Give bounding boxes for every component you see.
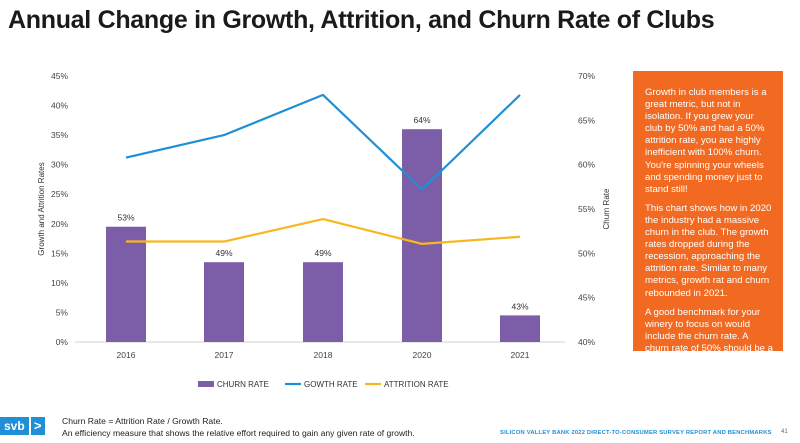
churn-bar-label: 43%: [511, 301, 528, 311]
x-tick-label: 2021: [511, 350, 530, 360]
churn-bar: [303, 262, 343, 342]
legend: CHURN RATE GOWTH RATE ATTRITION RATE: [198, 380, 449, 389]
right-tick-label: 60%: [578, 160, 595, 170]
commentary-paragraph-2: This chart shows how in 2020 the industr…: [645, 202, 772, 299]
left-tick-label: 35%: [51, 130, 68, 140]
legend-label: ATTRITION RATE: [384, 380, 449, 389]
footnote-line-1: Churn Rate = Attrition Rate / Growth Rat…: [62, 416, 223, 426]
commentary-paragraph-3: A good benchmark for your winery to focu…: [645, 306, 774, 366]
x-tick-label: 2020: [413, 350, 432, 360]
right-tick-label: 70%: [578, 71, 595, 81]
report-title: SILICON VALLEY BANK 2022 DIRECT-TO-CONSU…: [500, 430, 772, 436]
churn-bar-label: 53%: [117, 213, 134, 223]
left-tick-label: 5%: [56, 307, 69, 317]
churn-bar: [500, 315, 540, 342]
legend-swatch-churn: [198, 381, 214, 387]
churn-bar-label: 64%: [413, 115, 430, 125]
right-tick-label: 40%: [578, 337, 595, 347]
x-tick-label: 2018: [314, 350, 333, 360]
churn-bar-label: 49%: [215, 248, 232, 258]
axes: 0% 5% 10% 15% 20% 25% 30% 35% 40% 45% 40% 45% 50% 55%…: [37, 71, 611, 360]
x-tick-label: 2017: [215, 350, 234, 360]
left-tick-label: 25%: [51, 189, 68, 199]
commentary-panel: Growth in club members is a great metric…: [633, 71, 783, 366]
page-number: 41: [781, 429, 788, 435]
left-axis-title: Growth and Attrition Rates: [37, 162, 46, 255]
attrition-rate-line: [126, 217, 521, 245]
svb-logo: svb >: [0, 415, 50, 437]
growth-rate-line: [125, 93, 521, 191]
right-axis-title: Churn Rate: [602, 188, 611, 229]
right-tick-label: 55%: [578, 204, 595, 214]
churn-bar: [402, 129, 442, 342]
churn-bar: [204, 262, 244, 342]
lines: [125, 93, 521, 245]
churn-bar: [106, 226, 146, 342]
churn-bar-label: 49%: [314, 248, 331, 258]
right-tick-label: 65%: [578, 115, 595, 125]
left-tick-label: 10%: [51, 278, 68, 288]
left-tick-label: 45%: [51, 71, 68, 81]
page-title: Annual Change in Growth, Attrition, and …: [8, 6, 715, 34]
legend-label: CHURN RATE: [217, 380, 269, 389]
right-tick-label: 45%: [578, 293, 595, 303]
left-tick-label: 40%: [51, 101, 68, 111]
combo-chart: 0% 5% 10% 15% 20% 25% 30% 35% 40% 45% 40% 45% 50% 55%…: [37, 71, 611, 389]
left-tick-label: 15%: [51, 248, 68, 258]
labels: 53% 49% 49% 64% 43%: [117, 115, 528, 311]
svb-logo-text: svb: [0, 417, 29, 435]
bars: [106, 129, 540, 342]
left-tick-label: 0%: [56, 337, 69, 347]
x-tick-label: 2016: [117, 350, 136, 360]
legend-label: GOWTH RATE: [304, 380, 358, 389]
left-tick-label: 20%: [51, 219, 68, 229]
left-tick-label: 30%: [51, 160, 68, 170]
chevron-right-icon: >: [30, 417, 45, 435]
commentary-paragraph-1: Growth in club members is a great metric…: [645, 87, 767, 195]
footnote: Churn Rate = Attrition Rate / Growth Rat…: [62, 415, 415, 439]
footnote-line-2: An efficiency measure that shows the rel…: [62, 428, 415, 438]
right-tick-label: 50%: [578, 248, 595, 258]
